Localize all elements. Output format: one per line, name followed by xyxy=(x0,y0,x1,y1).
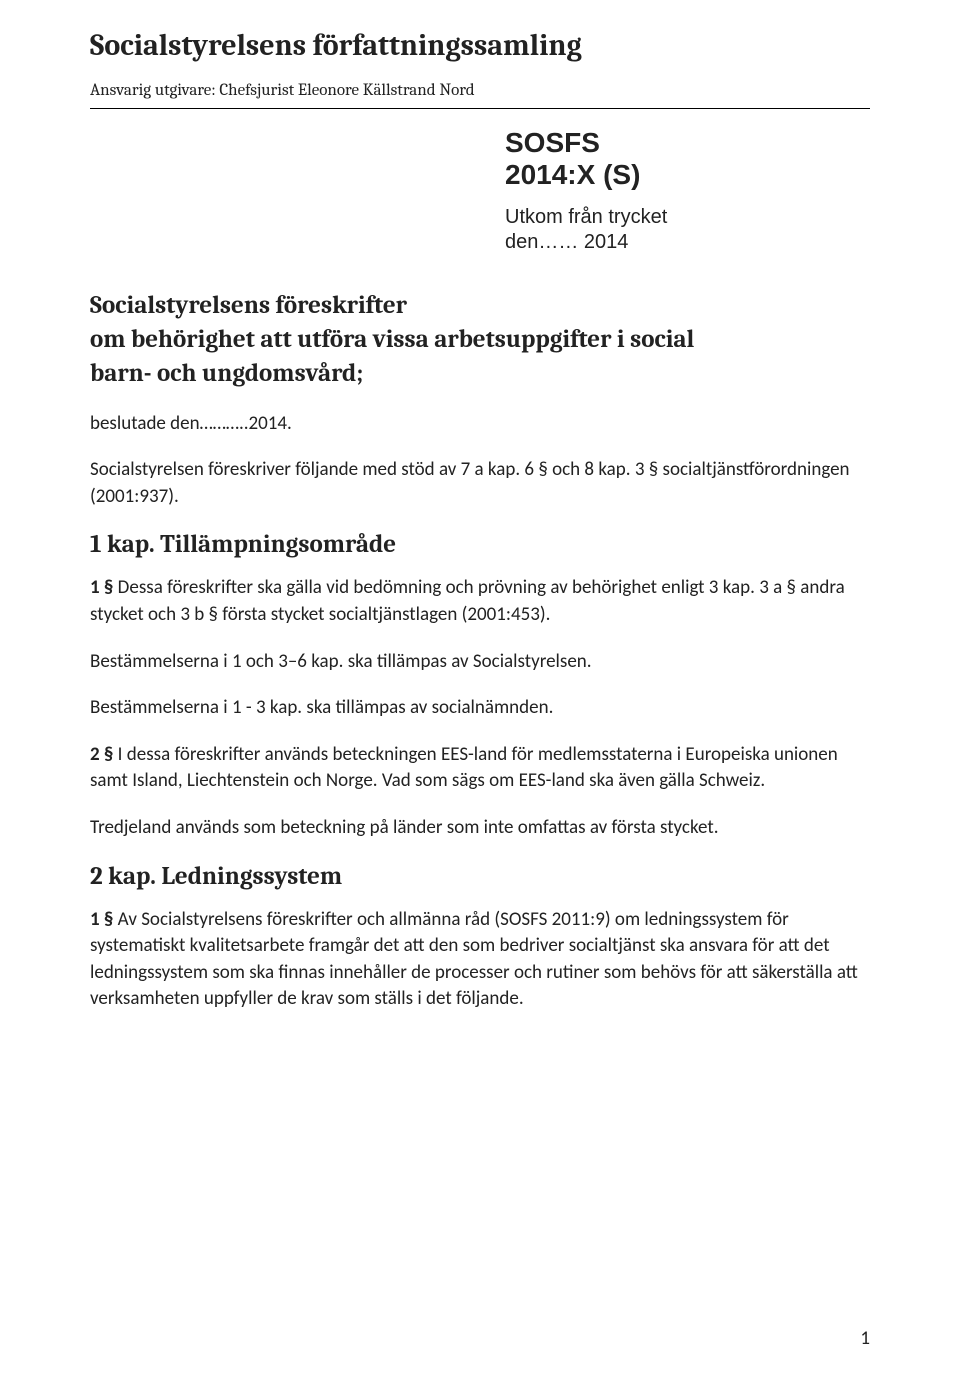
ch2-section-1: 1 § Av Socialstyrelsens föreskrifter och… xyxy=(90,907,870,1013)
ch1-section-1: 1 § Dessa föreskrifter ska gälla vid bed… xyxy=(90,575,870,628)
chapter-1-heading: 1 kap. Tillämpningsområde xyxy=(90,530,870,559)
print-info: Utkom från trycket den…… 2014 xyxy=(505,205,870,255)
decided-line: beslutade den………..2014. xyxy=(90,411,870,438)
page-number: 1 xyxy=(860,1327,870,1350)
section-label: 2 § xyxy=(90,743,113,766)
print-info-line1: Utkom från trycket xyxy=(505,206,667,228)
regulation-title-l3: barn- och ungdomsvård; xyxy=(90,359,363,388)
header-divider xyxy=(90,108,870,109)
ch1-note-1: Bestämmelserna i 1 och 3–6 kap. ska till… xyxy=(90,649,870,676)
regulation-title-l1: Socialstyrelsens föreskrifter xyxy=(90,291,407,320)
section-label: 1 § xyxy=(90,908,113,931)
responsible-publisher: Ansvarig utgivare: Chefsjurist Eleonore … xyxy=(90,81,870,100)
regulation-title: Socialstyrelsens föreskrifter om behörig… xyxy=(90,289,870,390)
chapter-2-heading: 2 kap. Ledningssystem xyxy=(90,862,870,891)
sosfs-code-line2: 2014:X (S) xyxy=(505,159,870,191)
document-page: Socialstyrelsens författningssamling Ans… xyxy=(0,0,960,1376)
prescribes-paragraph: Socialstyrelsen föreskriver följande med… xyxy=(90,457,870,510)
header-right-block: SOSFS 2014:X (S) Utkom från trycket den…… xyxy=(505,127,870,255)
document-title: Socialstyrelsens författningssamling xyxy=(90,28,870,63)
ch1-section-1-text: Dessa föreskrifter ska gälla vid bedömni… xyxy=(90,576,845,626)
ch1-section-2: 2 § I dessa föreskrifter används beteckn… xyxy=(90,742,870,795)
print-info-line2: den…… 2014 xyxy=(505,231,628,253)
ch1-section-2-text: I dessa föreskrifter används beteckninge… xyxy=(90,743,838,793)
sosfs-code-line1: SOSFS xyxy=(505,127,870,159)
regulation-title-l2: om behörighet att utföra vissa arbetsupp… xyxy=(90,325,694,354)
ch2-section-1-text: Av Socialstyrelsens föreskrifter och all… xyxy=(90,908,858,1011)
ch1-thirdland: Tredjeland används som beteckning på län… xyxy=(90,815,870,842)
ch1-note-2: Bestämmelserna i 1 - 3 kap. ska tillämpa… xyxy=(90,695,870,722)
section-label: 1 § xyxy=(90,576,113,599)
